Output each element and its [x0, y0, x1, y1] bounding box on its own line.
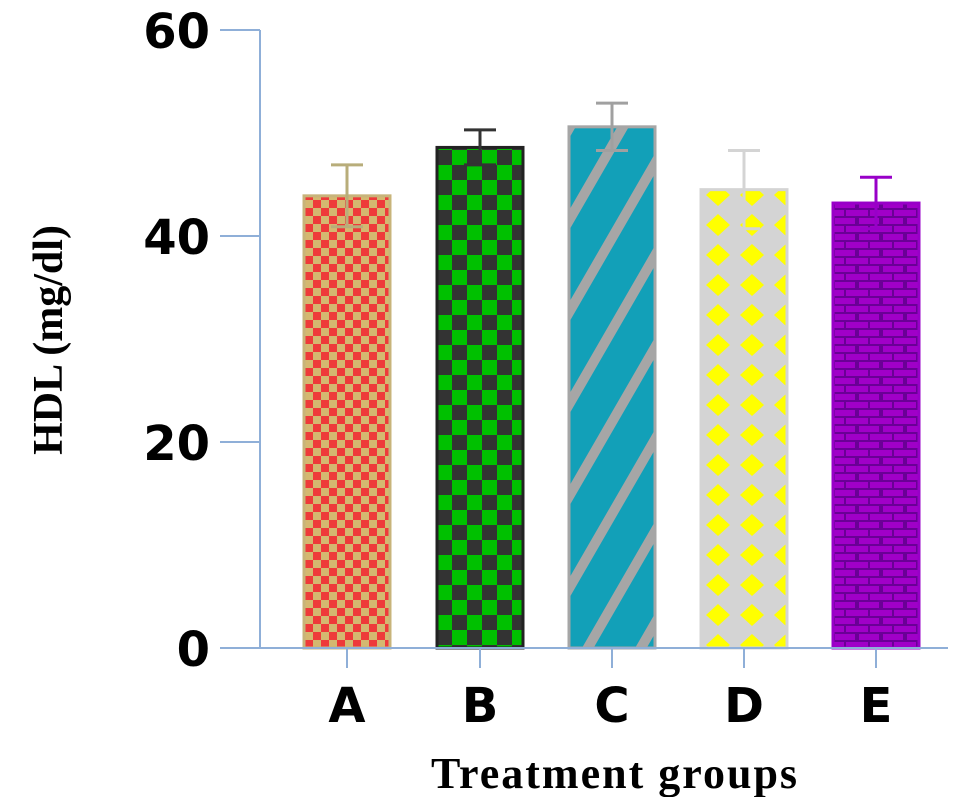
y-tick-label: 60	[143, 4, 210, 60]
error-bars-group	[331, 101, 892, 231]
bar-d	[699, 188, 789, 650]
y-tick-label: 40	[143, 210, 210, 266]
x-tick-label-e: E	[860, 678, 893, 734]
bars-group	[302, 125, 921, 650]
x-axis-title: Treatment groups	[431, 749, 799, 797]
bar-e	[831, 201, 921, 650]
x-axis-ticks: A B C D E	[328, 648, 892, 734]
y-axis-title: HDL (mg/dl)	[26, 225, 72, 455]
axes: 0 20 40 60 A B C D E	[143, 4, 948, 734]
bar-a	[302, 194, 392, 650]
bar-c	[567, 125, 657, 650]
x-tick-label-d: D	[724, 678, 764, 734]
y-axis-ticks: 0 20 40 60	[143, 4, 260, 678]
x-tick-label-a: A	[328, 678, 365, 734]
y-tick-label: 20	[143, 416, 210, 472]
x-tick-label-b: B	[462, 678, 499, 734]
x-tick-label-c: C	[594, 678, 629, 734]
bar-b	[435, 145, 525, 650]
y-tick-label: 0	[177, 622, 210, 678]
